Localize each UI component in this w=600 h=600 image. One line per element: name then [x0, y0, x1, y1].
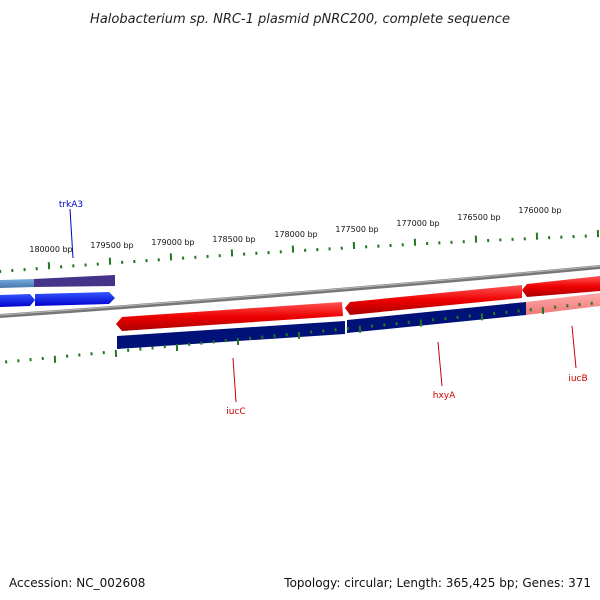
gene-labels: trkA3 iucC hxyA iucB	[59, 200, 588, 417]
gene-block-iucB-reverse[interactable]	[526, 293, 600, 315]
gene-label-iucB[interactable]: iucB	[568, 374, 587, 384]
outer-tick-ruler	[0, 230, 600, 274]
gene-arrow-hxyA[interactable]	[345, 285, 522, 315]
gene-block-hxyA-reverse[interactable]	[347, 302, 526, 333]
position-label: 176000 bp	[518, 206, 561, 215]
gene-label-iucC[interactable]: iucC	[226, 407, 245, 417]
gene-track	[0, 275, 600, 349]
map-title: Halobacterium sp. NRC-1 plasmid pNRC200,…	[90, 12, 510, 27]
position-label: 180000 bp	[29, 245, 72, 254]
gene-arrow-blue-1[interactable]	[0, 294, 35, 307]
topology-summary: Topology: circular; Length: 365,425 bp; …	[283, 576, 591, 590]
accession-text: Accession: NC_002608	[9, 576, 145, 590]
position-label: 178500 bp	[212, 235, 255, 244]
sequence-backbone	[0, 265, 600, 318]
gene-segment-upper-left-1[interactable]	[0, 279, 34, 288]
leader-line-hxyA	[437, 341, 443, 387]
inner-tick-ruler	[5, 301, 593, 364]
position-label: 177500 bp	[335, 225, 378, 234]
position-label: 177000 bp	[396, 219, 439, 228]
position-label: 179000 bp	[151, 238, 194, 247]
leader-line-iucC	[232, 357, 237, 403]
gene-arrow-iucC[interactable]	[116, 302, 343, 331]
gene-arrow-blue-2[interactable]	[35, 292, 115, 306]
gene-label-hxyA[interactable]: hxyA	[433, 391, 456, 401]
position-label: 176500 bp	[457, 213, 500, 222]
gene-block-iucC-reverse[interactable]	[117, 321, 345, 349]
gene-segment-upper-left-2[interactable]	[34, 275, 115, 287]
leader-line-iucB	[571, 325, 577, 369]
gene-arrow-iucB[interactable]	[522, 276, 600, 297]
position-label: 178000 bp	[274, 230, 317, 239]
gene-label-trkA3[interactable]: trkA3	[59, 200, 83, 210]
sequence-backbone-highlight	[0, 265, 600, 316]
leader-line-trkA3	[69, 208, 74, 259]
position-labels: 180000 bp 179500 bp 179000 bp 178500 bp 1780…	[29, 206, 561, 254]
position-label: 179500 bp	[90, 241, 133, 250]
